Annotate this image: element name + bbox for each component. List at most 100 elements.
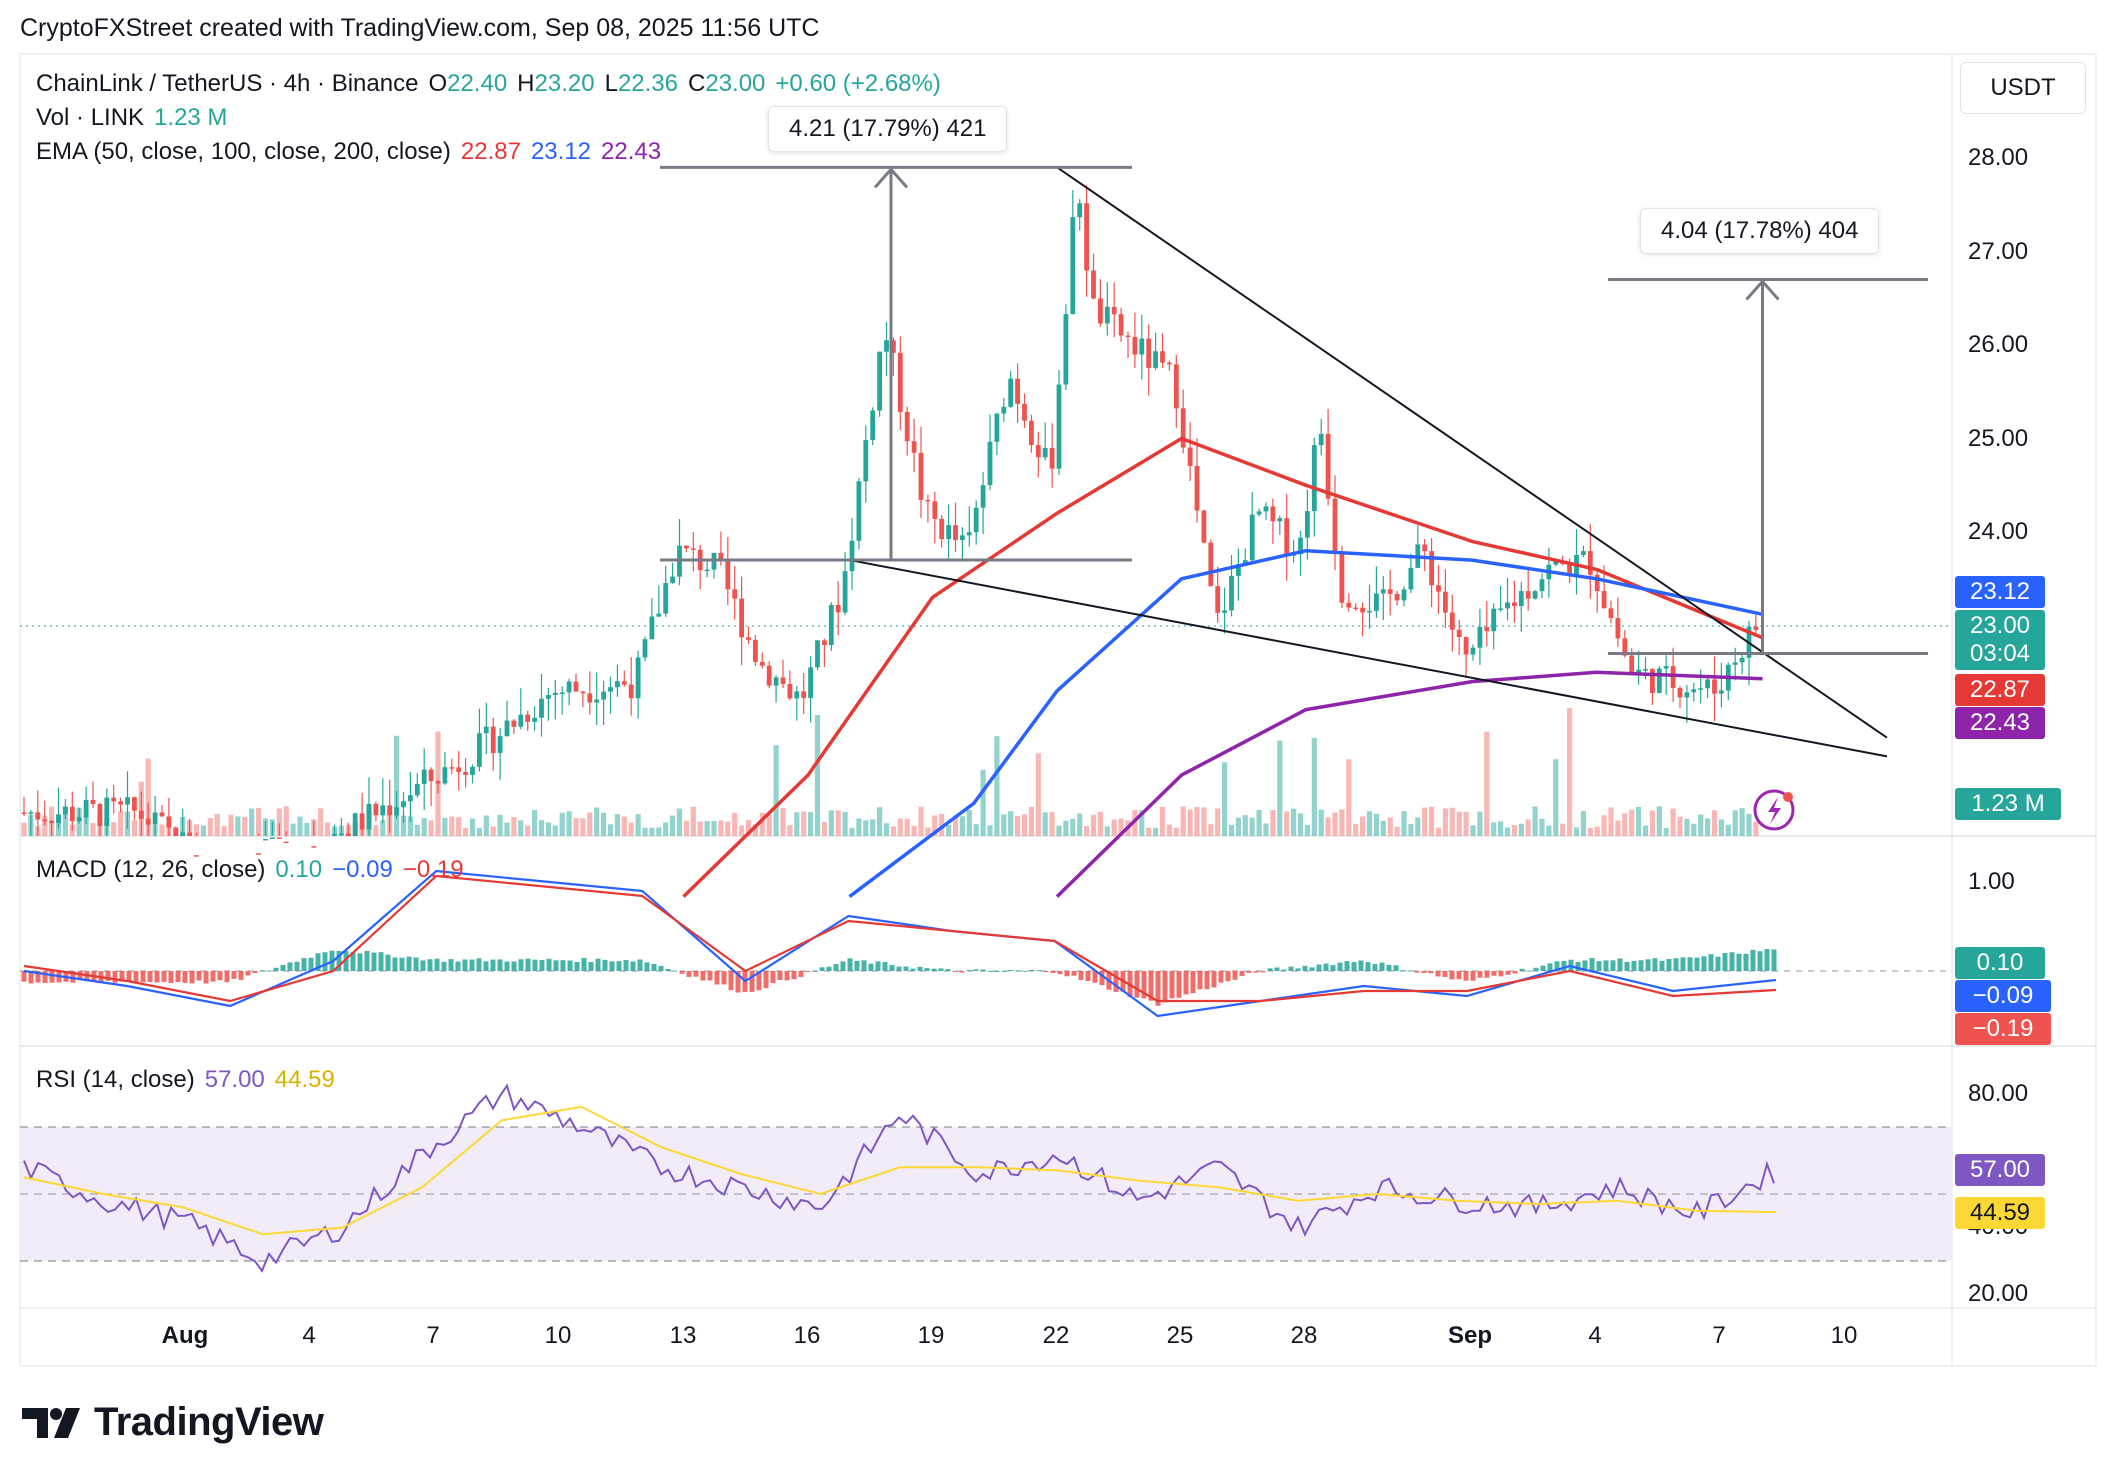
tradingview-logo[interactable]: TradingView <box>22 1400 324 1445</box>
candle-body <box>1194 465 1200 511</box>
macd-histogram-bar <box>1225 971 1231 982</box>
macd-histogram-bar <box>105 971 111 981</box>
legend-macd-label[interactable]: MACD (12, 26, close) <box>36 856 266 883</box>
candle-body <box>1449 612 1455 630</box>
candle-body <box>1236 563 1241 576</box>
candle-body <box>69 806 75 822</box>
candle-body <box>166 816 172 828</box>
measurement-label-1[interactable]: 4.21 (17.79%) 421 <box>768 106 1008 152</box>
volume-bar <box>1691 823 1697 836</box>
macd-histogram-bar <box>1589 958 1595 971</box>
macd-line <box>23 869 1777 1018</box>
volume-bar <box>1235 817 1241 836</box>
candle-body <box>504 720 510 737</box>
macd-histogram-bar <box>882 962 888 971</box>
candle-body <box>891 340 896 353</box>
volume-bar <box>580 818 586 836</box>
candle-body <box>132 797 137 811</box>
candle-body <box>1201 510 1207 543</box>
candle-body <box>1491 608 1497 632</box>
macd-histogram-bar <box>840 961 846 971</box>
macd-histogram-bar <box>1302 965 1308 971</box>
candle-body <box>1622 638 1628 656</box>
volume-bar <box>1194 807 1200 836</box>
legend-volume-label[interactable]: Vol · LINK <box>36 104 145 131</box>
macd-histogram-bar <box>581 958 587 971</box>
volume-bar <box>1256 809 1262 836</box>
legend-l-label: L <box>604 70 618 97</box>
volume-bar <box>469 818 476 836</box>
macd-histogram-bar <box>343 951 349 971</box>
currency-button[interactable]: USDT <box>1960 62 2086 114</box>
macd-histogram-bar <box>259 970 265 972</box>
volume-bar <box>428 820 434 836</box>
macd-histogram-bar <box>980 969 986 971</box>
volume-bar <box>1732 810 1738 836</box>
volume-bar <box>635 814 641 836</box>
candle-body <box>83 799 89 818</box>
candle-body <box>1643 669 1648 671</box>
candle-body <box>953 525 958 541</box>
time-tick-16: 16 <box>793 1322 821 1349</box>
candle-body <box>180 832 186 836</box>
measurement-label-2[interactable]: 4.04 (17.78%) 404 <box>1640 208 1880 254</box>
candle-body <box>152 812 158 825</box>
volume-bar <box>1484 731 1490 836</box>
legend-ema-label[interactable]: EMA (50, close, 100, close, 200, close) <box>36 138 451 165</box>
candle-body <box>897 352 903 412</box>
volume-bar <box>1718 819 1724 836</box>
macd-histogram-bar <box>1043 971 1049 972</box>
candle-body <box>877 351 882 411</box>
time-tick-sep-4: 4 <box>1588 1322 1602 1349</box>
time-tick-25: 25 <box>1166 1322 1194 1349</box>
volume-bar <box>1594 826 1600 836</box>
candle-body <box>401 801 406 808</box>
macd-histogram-bar <box>1071 971 1077 976</box>
macd-line-tag: −0.09 <box>1955 980 2051 1012</box>
candle-body <box>339 833 344 836</box>
volume-bar <box>766 815 772 836</box>
volume-bar <box>1297 813 1304 836</box>
candle-body <box>863 439 869 482</box>
candle-body <box>104 797 110 826</box>
volume-bar <box>90 823 96 836</box>
macd-histogram-bar <box>1323 963 1329 971</box>
legend-macd-hist-value: 0.10 <box>275 856 323 883</box>
volume-bar <box>1035 753 1041 836</box>
volume-bar <box>1380 820 1386 836</box>
macd-histogram-bar <box>945 969 951 971</box>
candle-body <box>1311 445 1317 512</box>
volume-bar <box>614 814 620 836</box>
macd-histogram-bar <box>462 959 468 971</box>
candle-body <box>1008 378 1014 407</box>
time-tick-sep: Sep <box>1447 1322 1493 1349</box>
macd-histogram-bar <box>1351 962 1357 971</box>
macd-histogram-bar <box>994 970 1000 972</box>
volume-bar <box>1146 827 1152 836</box>
macd-histogram-bar <box>1582 960 1588 971</box>
volume-bar <box>242 817 248 836</box>
lightning-icon[interactable] <box>1753 789 1795 831</box>
volume-bar <box>1346 759 1352 836</box>
legend-symbol[interactable]: ChainLink / TetherUS · 4h · Binance <box>36 70 419 97</box>
time-tick-sep-10: 10 <box>1830 1322 1858 1349</box>
volume-bar <box>304 822 310 836</box>
price-tick-27: 27.00 <box>1968 238 2029 265</box>
volume-bar <box>414 824 420 836</box>
candle-body <box>656 613 662 617</box>
macd-histogram-bar <box>700 971 706 981</box>
macd-histogram-bar <box>1533 967 1539 971</box>
macd-histogram-bar <box>1554 961 1560 971</box>
volume-bar <box>1173 827 1179 836</box>
volume-bar <box>849 827 855 836</box>
volume-bar <box>883 823 890 836</box>
candle-body <box>1553 560 1559 565</box>
macd-histogram-bar <box>959 971 965 973</box>
volume-bar <box>890 826 896 836</box>
candle-body <box>1118 314 1124 336</box>
macd-histogram-bar <box>427 959 433 971</box>
volume-bar <box>856 818 862 836</box>
volume-bar <box>1166 824 1172 836</box>
legend-rsi-label[interactable]: RSI (14, close) <box>36 1066 195 1093</box>
